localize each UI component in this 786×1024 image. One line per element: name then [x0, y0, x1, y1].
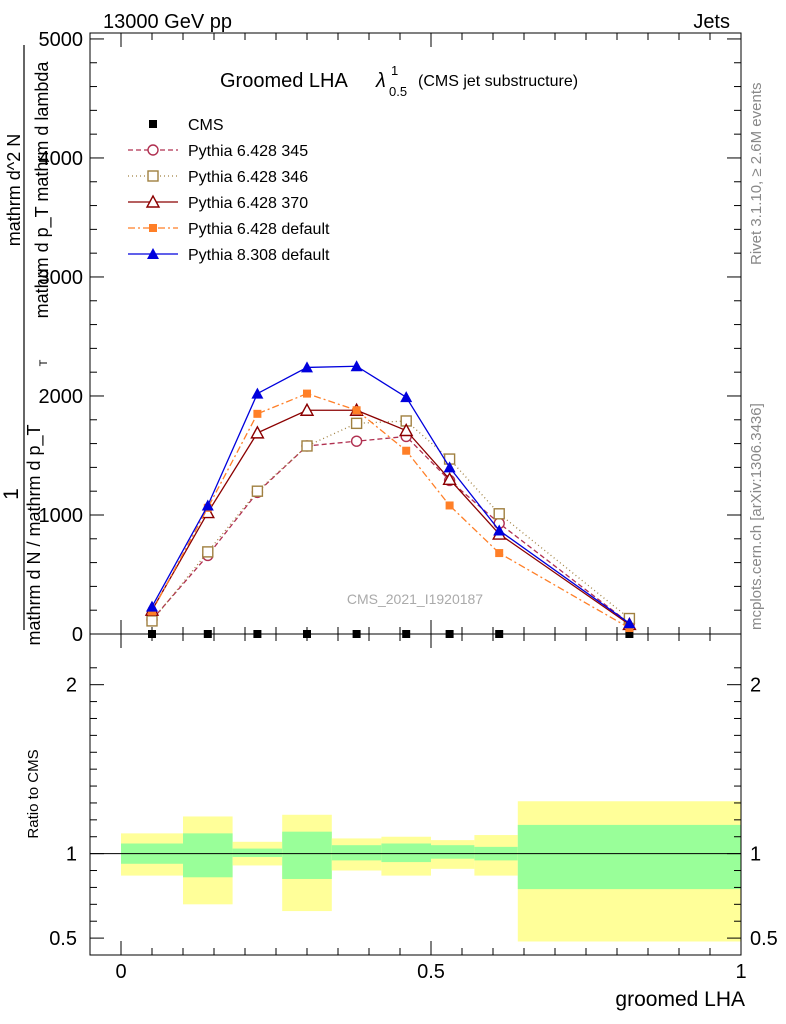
legend-item-pythia-8-308-default: Pythia 8.308 default [128, 247, 330, 264]
main-x-ticks [120, 33, 742, 634]
data-point-pythia-6-428-370 [299, 402, 315, 416]
legend-label: Pythia 6.428 345 [188, 143, 308, 160]
legend-label: CMS [188, 117, 224, 134]
ratio-y-tick-label-right: 2 [750, 675, 761, 697]
legend-label: Pythia 6.428 default [188, 221, 330, 238]
legend-label: Pythia 8.308 default [188, 247, 330, 264]
legend-item-pythia-6-428-370: Pythia 6.428 370 [128, 194, 308, 212]
ratio-band-inner [381, 843, 431, 863]
ratio-band-inner [232, 848, 283, 858]
data-point-pythia-6-428-346 [146, 615, 158, 627]
data-point-pythia-8-308-default [201, 499, 214, 511]
x-tick-label: 0 [115, 961, 126, 983]
series-line-pythia-6-428-default [151, 392, 630, 629]
data-point-pythia-8-308-default [301, 361, 313, 373]
legend-label: Pythia 6.428 370 [188, 195, 308, 212]
ratio-y-tick-label: 0.5 [49, 928, 77, 950]
data-point-pythia-6-428-370 [442, 471, 457, 485]
legend-item-pythia-6-428-default: Pythia 6.428 default [128, 221, 330, 238]
y-label-denominator: mathrm d N / mathrm d p_T [24, 424, 45, 645]
ratio-y-tick-label-right: 1 [750, 844, 761, 866]
ratio-y-axis: 0.5 0.51 12 20 0.5 1 [49, 667, 778, 983]
ratio-band-inner [431, 845, 475, 859]
data-point-pythia-8-308-default [251, 387, 264, 399]
data-point-pythia-6-428-346 [202, 546, 214, 558]
title-text: Groomed LHA [220, 70, 348, 92]
watermark: CMS_2021_I1920187 [347, 591, 483, 607]
data-point-pythia-8-308-default [400, 391, 413, 403]
ratio-y-label: Ratio to CMS [25, 749, 42, 838]
ratio-band-inner [183, 833, 233, 878]
legend-item-pythia-6-428-346: Pythia 6.428 346 [128, 169, 308, 186]
mcplots-label: mcplots.cern.ch [arXiv:1306.3436] [748, 403, 765, 630]
data-point-pythia-8-308-default [493, 524, 506, 536]
main-y-axis: 0 1000 2000 3000 4000 5000 [39, 29, 741, 646]
data-point-pythia-6-428-default [402, 446, 411, 455]
data-point-pythia-6-428-default [253, 409, 262, 418]
y-tick-label: 1000 [39, 505, 84, 527]
x-tick-label: 1 [735, 961, 746, 983]
main-panel: CMS_2021_I1920187 010002000300040005000 … [0, 29, 742, 646]
ratio-band-inner [282, 831, 332, 879]
legend-item-pythia-6-428-345: Pythia 6.428 345 [128, 143, 308, 160]
data-point-pythia-6-428-default [445, 501, 454, 510]
data-point-pythia-8-308-default [146, 600, 158, 612]
title-subscript: 0.5 [389, 84, 407, 99]
legend-item-cms: CMS [149, 117, 224, 134]
legend-marker [147, 248, 159, 259]
legend-marker [147, 170, 159, 182]
y-label-fraction-top: mathrm d^2 N [4, 134, 24, 246]
y-label-numerator: 1 [0, 488, 23, 500]
data-point-pythia-6-428-370 [399, 423, 414, 437]
ratio-frame [89, 633, 742, 956]
series-line-pythia-8-308-default [151, 365, 630, 624]
ratio-bands [121, 801, 741, 942]
legend-marker [149, 224, 157, 232]
data-point-pythia-8-308-default [350, 360, 363, 372]
title-note: (CMS jet substructure) [418, 73, 578, 90]
legend-marker [149, 120, 157, 128]
legend: CMS Pythia 6.428 345 Pythia 6.428 346 Pythi… [128, 117, 330, 264]
legend-marker [145, 194, 161, 208]
data-point-pythia-8-308-default [623, 617, 636, 629]
ratio-y-tick-label-right: 0.5 [750, 928, 778, 950]
data-point-pythia-6-428-346 [493, 508, 505, 520]
title-superscript: 1 [391, 63, 398, 78]
ratio-band-inner [517, 824, 741, 890]
x-axis-label: groomed LHA [615, 988, 745, 1011]
y-label-fraction-bottom: mathrm d p_T mathrm d lambda [32, 61, 53, 319]
main-y-label: 1 mathrm d N / mathrm d p_T T mathrm d^2… [0, 45, 53, 646]
data-point-pythia-8-308-default [443, 461, 456, 473]
rivet-label: Rivet 3.1.10, ≥ 2.6M events [748, 83, 765, 266]
y-tick-label: 3000 [39, 267, 84, 289]
title-symbol: λ [375, 70, 386, 92]
data-point-pythia-6-428-346 [350, 417, 363, 430]
ratio-y-tick-label: 1 [66, 844, 77, 866]
data-point-pythia-6-428-345 [350, 435, 363, 447]
y-tick-label: 5000 [39, 29, 84, 51]
process-label: Jets [693, 11, 730, 33]
ratio-x-axis [120, 634, 742, 955]
y-tick-label: 4000 [39, 148, 84, 170]
legend-label: Pythia 6.428 346 [188, 169, 308, 186]
data-point-pythia-6-428-346 [251, 485, 264, 497]
y-tick-label: 2000 [39, 386, 84, 408]
y-tick-label: 0 [72, 624, 83, 646]
ratio-band-inner [331, 845, 382, 861]
data-point-pythia-6-428-default [303, 389, 311, 398]
ratio-panel: 0.5 0.51 12 20 0.5 1 Ratio to CMS groomed LHA [25, 633, 778, 1011]
data-point-pythia-6-428-346 [301, 440, 313, 452]
y-label-sub: T [38, 359, 50, 366]
data-point-pythia-6-428-default [495, 549, 504, 558]
x-tick-label: 0.5 [417, 961, 445, 983]
legend-marker [147, 144, 159, 156]
ratio-y-tick-label: 2 [66, 675, 77, 697]
data-point-pythia-6-428-370 [250, 425, 265, 439]
energy-label: 13000 GeV pp [103, 11, 232, 33]
series-group [144, 360, 637, 638]
data-point-pythia-6-428-default [352, 406, 361, 415]
chart-title: Groomed LHA λ 1 0.5 (CMS jet substructur… [220, 63, 578, 99]
